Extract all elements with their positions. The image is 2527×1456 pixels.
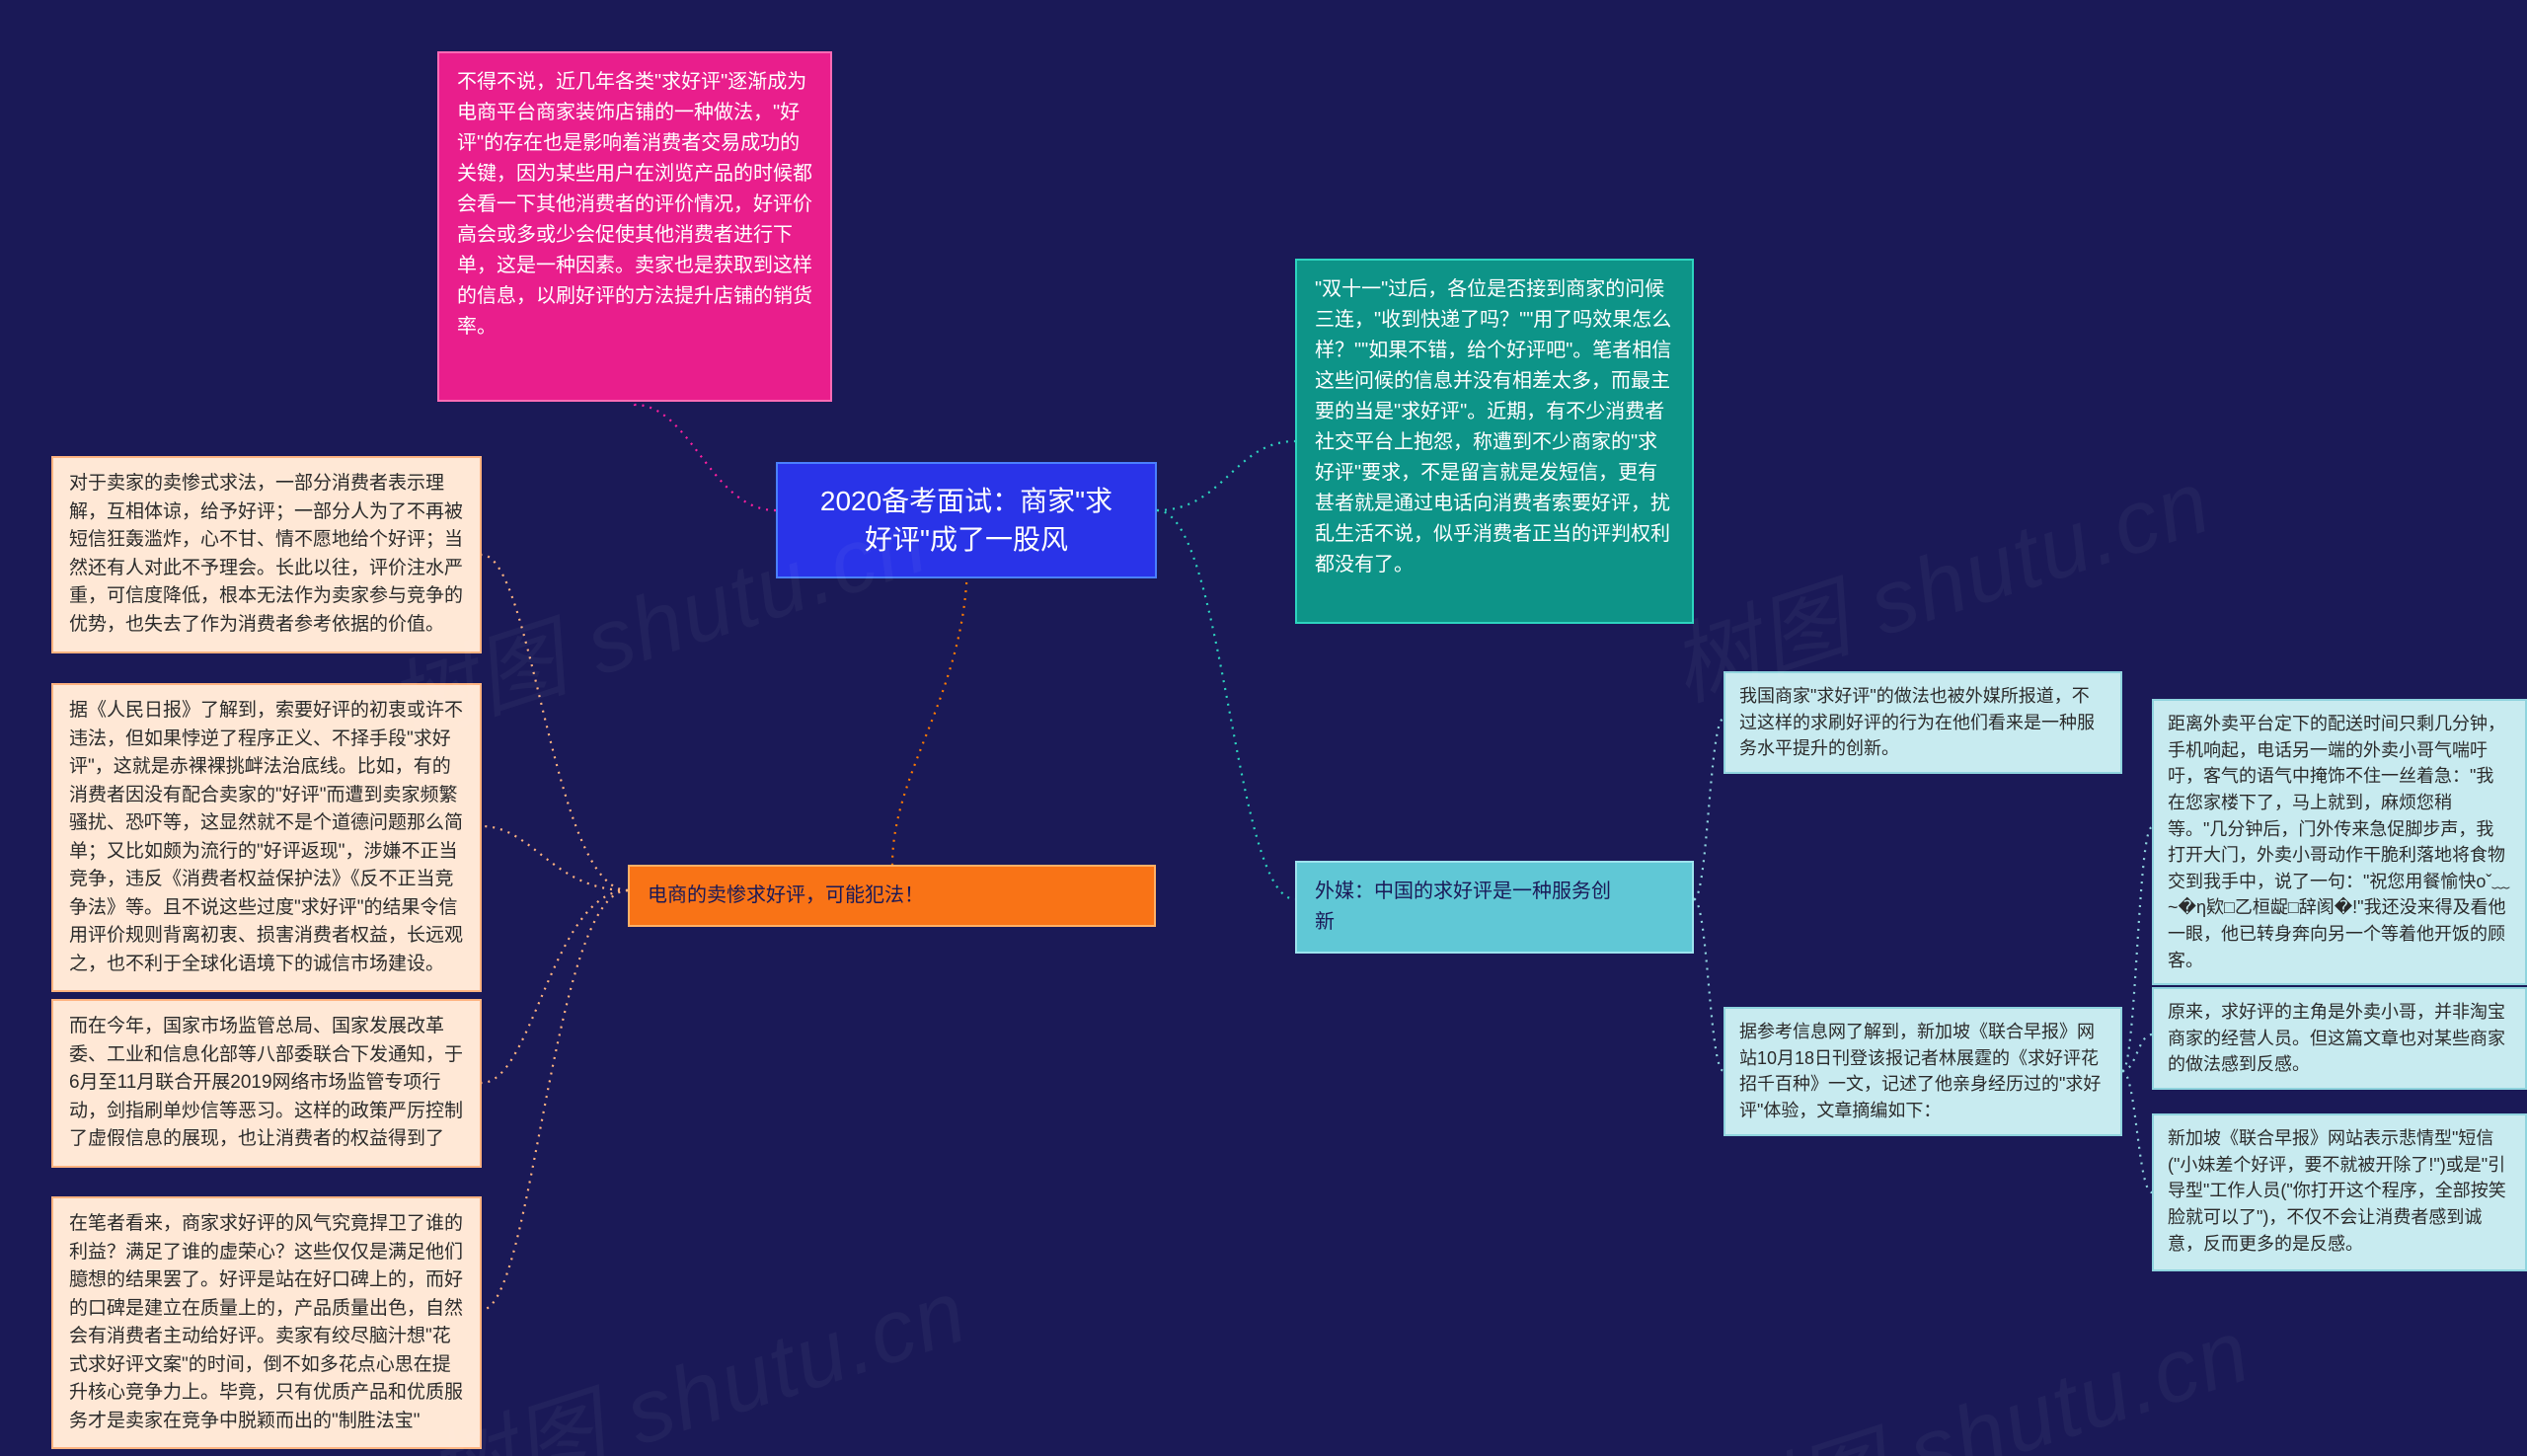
node-lightcyan-3[interactable]: 距离外卖平台定下的配送时间只剩几分钟，手机响起，电话另一端的外卖小哥气喘吁吁，客… [2152, 699, 2527, 985]
edge-cyan-lc1 [1694, 719, 1723, 899]
node-peach-1[interactable]: 对于卖家的卖惨式求法，一部分消费者表示理解，互相体谅，给予好评；一部分人为了不再… [51, 456, 482, 653]
node-peach-3[interactable]: 而在今年，国家市场监管总局、国家发展改革委、工业和信息化部等八部委联合下发通知，… [51, 999, 482, 1168]
node-teal-quote[interactable]: "双十一"过后，各位是否接到商家的问候三连，"收到快递了吗？""用了吗效果怎么样… [1295, 259, 1694, 624]
watermark-2: 树图 shutu.cn [409, 1240, 981, 1456]
edge-lc2-lc4 [2122, 1035, 2152, 1071]
root-line1: 2020备考面试：商家"求 [798, 482, 1135, 520]
node-cyan-heading[interactable]: 外媒：中国的求好评是一种服务创 新 [1295, 861, 1694, 954]
edge-lc2-lc3 [2122, 827, 2152, 1071]
edge-cyan-lc2 [1694, 899, 1723, 1071]
node-lightcyan-1[interactable]: 我国商家"求好评"的做法也被外媒所报道，不过这样的求刷好评的行为在他们看来是一种… [1723, 671, 2122, 774]
edge-orange-peach4 [482, 890, 628, 1310]
cyan-line1: 外媒：中国的求好评是一种服务创 [1315, 881, 1611, 902]
node-pink-intro[interactable]: 不得不说，近几年各类"求好评"逐渐成为电商平台商家装饰店铺的一种做法，"好评"的… [437, 51, 832, 402]
root-node[interactable]: 2020备考面试：商家"求 好评"成了一股风 [776, 462, 1157, 578]
edge-orange-peach2 [482, 826, 628, 890]
node-peach-2[interactable]: 据《人民日报》了解到，索要好评的初衷或许不违法，但如果悖逆了程序正义、不择手段"… [51, 683, 482, 992]
edge-root-orange [892, 559, 967, 865]
edge-orange-peach1 [482, 555, 628, 890]
edge-root-teal [1157, 441, 1295, 510]
root-line2: 好评"成了一股风 [798, 520, 1135, 559]
cyan-line2: 新 [1315, 911, 1335, 933]
watermark-3: 树图 shutu.cn [1692, 1279, 2264, 1456]
edge-root-pink [635, 402, 776, 510]
edge-lc2-lc5 [2122, 1071, 2152, 1192]
node-peach-4[interactable]: 在笔者看来，商家求好评的风气究竟捍卫了谁的利益？满足了谁的虚荣心？这些仅仅是满足… [51, 1196, 482, 1449]
node-orange-heading[interactable]: 电商的卖惨求好评，可能犯法！ [628, 865, 1156, 927]
node-lightcyan-5[interactable]: 新加坡《联合早报》网站表示悲情型"短信("小妹差个好评，要不就被开除了!")或是… [2152, 1113, 2527, 1271]
node-lightcyan-2[interactable]: 据参考信息网了解到，新加坡《联合早报》网站10月18日刊登该报记者林展霆的《求好… [1723, 1007, 2122, 1136]
mindmap-canvas: 2020备考面试：商家"求 好评"成了一股风 不得不说，近几年各类"求好评"逐渐… [0, 0, 2527, 1456]
node-lightcyan-4[interactable]: 原来，求好评的主角是外卖小哥，并非淘宝商家的经营人员。但这篇文章也对某些商家的做… [2152, 987, 2527, 1090]
edge-orange-peach3 [482, 890, 628, 1083]
edge-root-cyan [1157, 510, 1295, 899]
